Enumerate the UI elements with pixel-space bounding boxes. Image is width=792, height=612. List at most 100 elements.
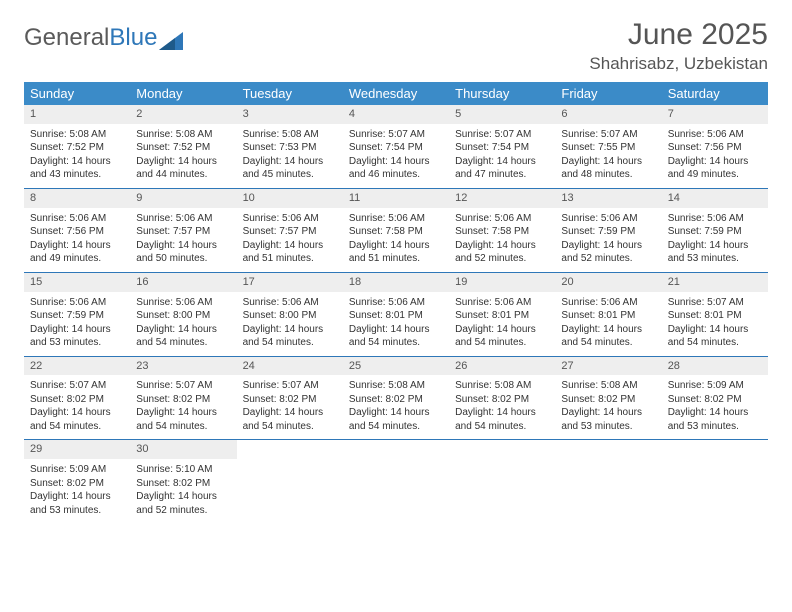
- day-cell: 7Sunrise: 5:06 AMSunset: 7:56 PMDaylight…: [662, 105, 768, 188]
- day-cell: [449, 440, 555, 523]
- day-body: Sunrise: 5:06 AMSunset: 7:59 PMDaylight:…: [662, 208, 768, 272]
- sunrise-text: Sunrise: 5:08 AM: [136, 128, 230, 142]
- daylight-text-2: and 53 minutes.: [561, 420, 655, 434]
- daylight-text-2: and 49 minutes.: [668, 168, 762, 182]
- daylight-text: Daylight: 14 hours: [136, 323, 230, 337]
- day-cell: 20Sunrise: 5:06 AMSunset: 8:01 PMDayligh…: [555, 273, 661, 356]
- day-number: 12: [449, 189, 555, 208]
- daylight-text-2: and 44 minutes.: [136, 168, 230, 182]
- day-body: Sunrise: 5:06 AMSunset: 7:57 PMDaylight:…: [130, 208, 236, 272]
- sunrise-text: Sunrise: 5:06 AM: [136, 296, 230, 310]
- day-body: Sunrise: 5:06 AMSunset: 8:01 PMDaylight:…: [343, 292, 449, 356]
- logo: GeneralBlue: [24, 24, 183, 52]
- daylight-text-2: and 54 minutes.: [349, 336, 443, 350]
- sunset-text: Sunset: 8:02 PM: [455, 393, 549, 407]
- daylight-text-2: and 54 minutes.: [455, 336, 549, 350]
- day-cell: [237, 440, 343, 523]
- sunset-text: Sunset: 7:55 PM: [561, 141, 655, 155]
- sunset-text: Sunset: 8:00 PM: [243, 309, 337, 323]
- day-body: Sunrise: 5:07 AMSunset: 8:02 PMDaylight:…: [130, 375, 236, 439]
- daylight-text-2: and 52 minutes.: [136, 504, 230, 518]
- sunrise-text: Sunrise: 5:06 AM: [668, 128, 762, 142]
- daylight-text-2: and 53 minutes.: [30, 504, 124, 518]
- sunrise-text: Sunrise: 5:06 AM: [243, 212, 337, 226]
- sunset-text: Sunset: 7:52 PM: [136, 141, 230, 155]
- sunrise-text: Sunrise: 5:09 AM: [30, 463, 124, 477]
- day-body: Sunrise: 5:08 AMSunset: 7:52 PMDaylight:…: [24, 124, 130, 188]
- day-body: Sunrise: 5:07 AMSunset: 7:55 PMDaylight:…: [555, 124, 661, 188]
- day-number: 13: [555, 189, 661, 208]
- daylight-text: Daylight: 14 hours: [668, 406, 762, 420]
- weekday-header: Sunday: [24, 82, 130, 105]
- week-row: 29Sunrise: 5:09 AMSunset: 8:02 PMDayligh…: [24, 440, 768, 523]
- day-body: Sunrise: 5:08 AMSunset: 8:02 PMDaylight:…: [343, 375, 449, 439]
- day-number: 8: [24, 189, 130, 208]
- day-body: Sunrise: 5:06 AMSunset: 7:59 PMDaylight:…: [24, 292, 130, 356]
- weekday-header: Thursday: [449, 82, 555, 105]
- sunset-text: Sunset: 7:59 PM: [668, 225, 762, 239]
- day-cell: 9Sunrise: 5:06 AMSunset: 7:57 PMDaylight…: [130, 189, 236, 272]
- daylight-text: Daylight: 14 hours: [30, 490, 124, 504]
- day-number: 3: [237, 105, 343, 124]
- sunset-text: Sunset: 7:57 PM: [243, 225, 337, 239]
- day-number: 24: [237, 357, 343, 376]
- sunrise-text: Sunrise: 5:06 AM: [30, 296, 124, 310]
- day-body: Sunrise: 5:06 AMSunset: 8:01 PMDaylight:…: [449, 292, 555, 356]
- daylight-text: Daylight: 14 hours: [243, 155, 337, 169]
- page-title: June 2025: [589, 18, 768, 52]
- sunrise-text: Sunrise: 5:08 AM: [561, 379, 655, 393]
- day-number: 30: [130, 440, 236, 459]
- day-cell: 28Sunrise: 5:09 AMSunset: 8:02 PMDayligh…: [662, 357, 768, 440]
- day-cell: 1Sunrise: 5:08 AMSunset: 7:52 PMDaylight…: [24, 105, 130, 188]
- day-number: 4: [343, 105, 449, 124]
- logo-text-1: General: [24, 24, 109, 52]
- daylight-text-2: and 53 minutes.: [668, 420, 762, 434]
- weekday-header: Friday: [555, 82, 661, 105]
- day-cell: 22Sunrise: 5:07 AMSunset: 8:02 PMDayligh…: [24, 357, 130, 440]
- day-body: Sunrise: 5:08 AMSunset: 7:52 PMDaylight:…: [130, 124, 236, 188]
- sunset-text: Sunset: 7:58 PM: [455, 225, 549, 239]
- page-header: GeneralBlue June 2025 Shahrisabz, Uzbeki…: [24, 18, 768, 74]
- day-number: 27: [555, 357, 661, 376]
- day-body: Sunrise: 5:07 AMSunset: 8:01 PMDaylight:…: [662, 292, 768, 356]
- day-cell: [662, 440, 768, 523]
- day-number: 15: [24, 273, 130, 292]
- daylight-text: Daylight: 14 hours: [349, 239, 443, 253]
- daylight-text: Daylight: 14 hours: [136, 406, 230, 420]
- day-cell: 3Sunrise: 5:08 AMSunset: 7:53 PMDaylight…: [237, 105, 343, 188]
- calendar-body: 1Sunrise: 5:08 AMSunset: 7:52 PMDaylight…: [24, 105, 768, 523]
- day-cell: 15Sunrise: 5:06 AMSunset: 7:59 PMDayligh…: [24, 273, 130, 356]
- sunrise-text: Sunrise: 5:06 AM: [455, 212, 549, 226]
- sunset-text: Sunset: 7:58 PM: [349, 225, 443, 239]
- daylight-text-2: and 51 minutes.: [349, 252, 443, 266]
- sunrise-text: Sunrise: 5:07 AM: [561, 128, 655, 142]
- day-cell: 30Sunrise: 5:10 AMSunset: 8:02 PMDayligh…: [130, 440, 236, 523]
- daylight-text-2: and 52 minutes.: [455, 252, 549, 266]
- daylight-text-2: and 54 minutes.: [349, 420, 443, 434]
- sunset-text: Sunset: 7:52 PM: [30, 141, 124, 155]
- day-cell: 10Sunrise: 5:06 AMSunset: 7:57 PMDayligh…: [237, 189, 343, 272]
- daylight-text-2: and 54 minutes.: [561, 336, 655, 350]
- weekday-header: Monday: [130, 82, 236, 105]
- sunrise-text: Sunrise: 5:06 AM: [349, 296, 443, 310]
- day-body: Sunrise: 5:06 AMSunset: 7:58 PMDaylight:…: [449, 208, 555, 272]
- daylight-text: Daylight: 14 hours: [561, 239, 655, 253]
- day-cell: 14Sunrise: 5:06 AMSunset: 7:59 PMDayligh…: [662, 189, 768, 272]
- daylight-text-2: and 54 minutes.: [668, 336, 762, 350]
- daylight-text: Daylight: 14 hours: [455, 239, 549, 253]
- day-cell: 27Sunrise: 5:08 AMSunset: 8:02 PMDayligh…: [555, 357, 661, 440]
- daylight-text-2: and 54 minutes.: [243, 420, 337, 434]
- sunrise-text: Sunrise: 5:06 AM: [136, 212, 230, 226]
- day-body: Sunrise: 5:07 AMSunset: 7:54 PMDaylight:…: [343, 124, 449, 188]
- day-number: 26: [449, 357, 555, 376]
- sunrise-text: Sunrise: 5:07 AM: [136, 379, 230, 393]
- day-number: 28: [662, 357, 768, 376]
- day-number: 9: [130, 189, 236, 208]
- day-cell: 18Sunrise: 5:06 AMSunset: 8:01 PMDayligh…: [343, 273, 449, 356]
- daylight-text: Daylight: 14 hours: [30, 155, 124, 169]
- day-cell: 16Sunrise: 5:06 AMSunset: 8:00 PMDayligh…: [130, 273, 236, 356]
- day-cell: 29Sunrise: 5:09 AMSunset: 8:02 PMDayligh…: [24, 440, 130, 523]
- daylight-text: Daylight: 14 hours: [136, 155, 230, 169]
- day-number: 11: [343, 189, 449, 208]
- daylight-text: Daylight: 14 hours: [668, 323, 762, 337]
